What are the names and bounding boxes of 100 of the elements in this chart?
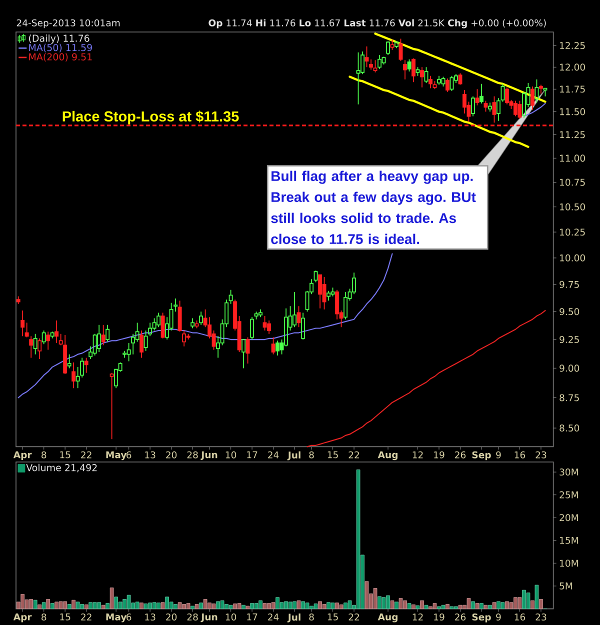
candlestick: [480, 83, 484, 104]
candlestick: [140, 330, 144, 358]
y-tick-label: 10.50: [560, 203, 586, 210]
x-tick-label: 17: [247, 451, 258, 458]
bar: [412, 604, 416, 610]
bar: [271, 602, 276, 610]
candlestick: [500, 83, 505, 102]
legend-label: Volume 21,492: [26, 464, 97, 472]
legend-label: MA(50) 11.59: [29, 44, 92, 52]
candlestick: [394, 40, 398, 49]
candlestick: [373, 60, 378, 73]
y-tick-label: 10.00: [560, 254, 586, 262]
y-tick-label: 11.00: [560, 154, 586, 162]
bar: [228, 604, 233, 610]
candlestick: [356, 52, 360, 105]
bar: [254, 603, 258, 610]
bar: [492, 602, 496, 610]
candlestick: [437, 75, 441, 86]
x-tick-label: Aug: [378, 451, 398, 460]
x-tick-label: 16: [514, 451, 526, 458]
chart-subtitle: 24-Sep-2013 10:01am: [16, 19, 120, 28]
candlestick: [33, 333, 38, 355]
x-tick-label: 19: [434, 451, 444, 458]
bar: [203, 598, 208, 610]
bar: [165, 596, 170, 610]
candlestick: [67, 354, 72, 369]
x-tick-label: 10: [226, 451, 236, 458]
x-tick-label: Sep: [472, 451, 491, 460]
bar: [471, 601, 475, 610]
x-tick-label: 9: [496, 451, 501, 458]
y-tick-label: 20M: [560, 514, 578, 522]
bar: [441, 604, 446, 610]
candlestick: [390, 39, 394, 50]
candlestick: [258, 308, 263, 318]
candlestick: [24, 322, 29, 338]
x-tick-label: 9: [496, 613, 501, 621]
bar: [237, 603, 242, 610]
x-tick-label: 20: [166, 613, 177, 621]
y-tick-label: 15M: [560, 536, 578, 544]
x-tick-label: 22: [81, 451, 92, 458]
candlestick: [72, 362, 76, 389]
x-tick-label: Sep: [472, 613, 491, 622]
candlestick: [276, 340, 280, 356]
x-tick-label: 13: [145, 451, 156, 458]
candlestick: [101, 324, 106, 346]
candlestick: [378, 54, 382, 70]
bar: [348, 600, 352, 610]
bar: [190, 606, 195, 610]
candlestick: [190, 318, 195, 329]
x-tick-label: Jul: [287, 614, 300, 622]
bar: [76, 602, 80, 610]
candlestick: [58, 333, 63, 346]
x-tick-label: Apr: [13, 451, 32, 460]
x-tick-label: 8: [309, 613, 314, 621]
bar: [475, 603, 480, 610]
y-tick-label: 25M: [560, 491, 578, 498]
candlestick: [228, 289, 233, 304]
x-tick-label: 15: [60, 451, 70, 458]
bar: [126, 594, 131, 610]
candlestick: [534, 78, 539, 104]
x-tick-label: 23: [536, 451, 546, 458]
x-tick-label: 15: [328, 614, 338, 620]
bar: [160, 602, 165, 610]
bar: [186, 603, 190, 610]
x-tick-label: 17: [247, 614, 258, 620]
x-tick-label: Aug: [378, 614, 398, 622]
x-tick-label: 22: [348, 451, 360, 458]
bar: [484, 604, 488, 610]
y-tick-label: 8.75: [560, 394, 579, 402]
x-tick-label: 12: [412, 613, 423, 620]
bar: [97, 602, 102, 610]
x-tick-label: 16: [514, 613, 526, 621]
x-tick-label: Jul: [287, 451, 300, 460]
x-tick-label: May: [106, 614, 127, 622]
x-tick-label: 8: [42, 613, 46, 621]
y-tick-label: 11.75: [560, 86, 585, 93]
candlestick: [471, 96, 475, 117]
x-tick-label: 8: [309, 451, 314, 458]
bar: [54, 602, 59, 610]
ref-line-label: Place Stop-Loss at $11.35: [62, 110, 239, 124]
candlestick: [539, 84, 543, 94]
bar: [110, 588, 114, 610]
y-tick-label: 11.25: [560, 131, 585, 138]
candlestick: [428, 75, 432, 89]
x-tick-label: 15: [328, 451, 338, 458]
bar: [488, 604, 492, 610]
x-tick-label: 26: [455, 613, 466, 621]
candlestick: [54, 320, 59, 344]
bar: [148, 602, 152, 610]
bar: [292, 601, 296, 610]
candlestick: [432, 80, 437, 90]
bar: [33, 600, 38, 610]
bar: [446, 604, 450, 610]
candlestick: [267, 320, 272, 334]
bar: [534, 584, 539, 610]
x-tick-label: 8: [42, 451, 46, 458]
bar: [178, 602, 182, 610]
x-tick-label: Apr: [13, 614, 32, 622]
x-tick-label: May: [106, 451, 127, 460]
candlestick: [156, 312, 161, 328]
